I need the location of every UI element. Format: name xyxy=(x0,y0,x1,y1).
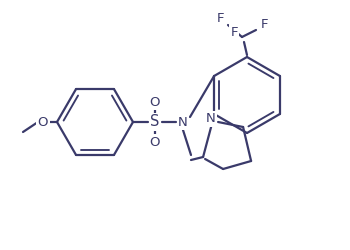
Text: F: F xyxy=(260,18,268,32)
Text: N: N xyxy=(178,116,188,128)
Text: F: F xyxy=(230,26,238,38)
Text: N: N xyxy=(206,112,216,126)
Text: O: O xyxy=(38,116,48,128)
Text: S: S xyxy=(150,114,160,130)
Text: O: O xyxy=(150,136,160,148)
Text: O: O xyxy=(150,96,160,108)
Text: F: F xyxy=(216,12,224,26)
